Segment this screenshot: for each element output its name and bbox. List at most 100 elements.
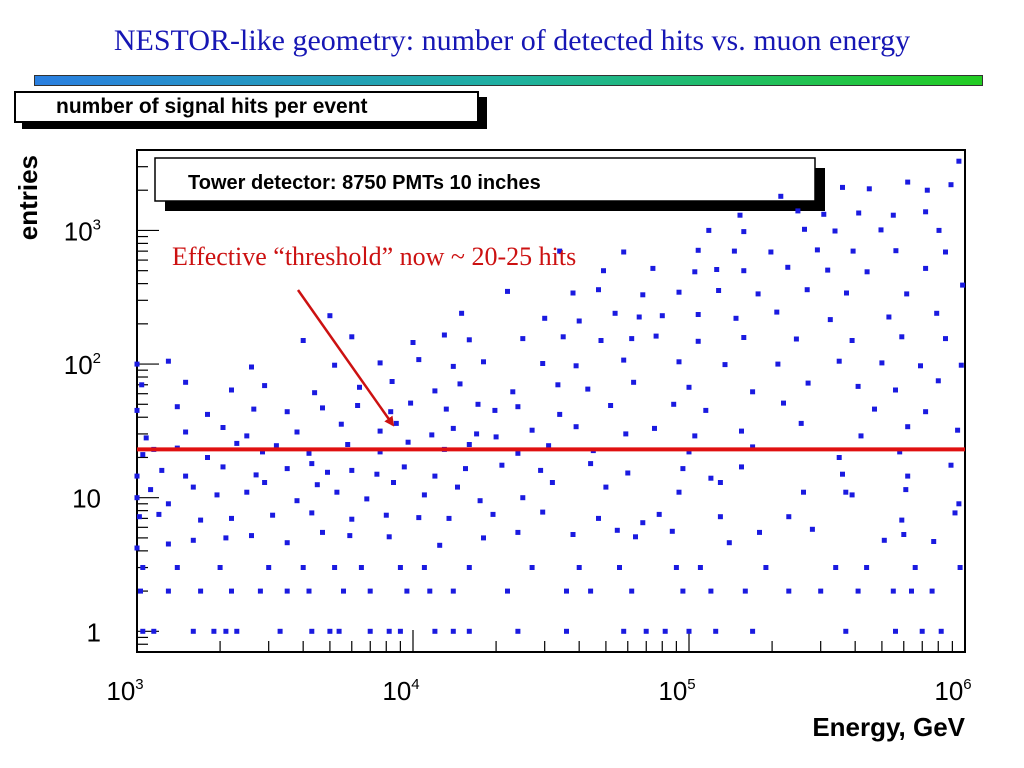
data-point xyxy=(923,265,929,271)
data-point xyxy=(629,336,635,342)
data-point xyxy=(893,387,898,393)
data-point xyxy=(557,248,563,254)
data-point xyxy=(306,588,312,594)
data-point xyxy=(393,420,399,426)
data-point xyxy=(262,383,268,389)
data-point xyxy=(538,467,544,473)
data-point xyxy=(198,588,204,594)
data-point xyxy=(899,517,905,523)
y-tick-label: 1 xyxy=(87,617,101,647)
data-point xyxy=(935,378,941,384)
data-point xyxy=(294,498,300,504)
data-point xyxy=(948,462,954,468)
plot-frame xyxy=(136,149,966,653)
data-point xyxy=(374,471,380,477)
data-point xyxy=(505,588,510,594)
data-point xyxy=(643,628,649,634)
data-point xyxy=(923,409,929,415)
data-point xyxy=(510,389,516,395)
data-point xyxy=(866,186,872,192)
data-point xyxy=(401,464,407,470)
data-point xyxy=(893,248,899,254)
x-tick-label: 105 xyxy=(658,676,695,706)
data-point xyxy=(897,449,903,455)
data-point xyxy=(778,193,784,199)
data-point xyxy=(786,514,792,520)
data-point xyxy=(923,209,929,215)
data-point xyxy=(481,535,486,541)
data-point xyxy=(244,433,250,439)
data-point xyxy=(934,310,940,316)
data-point xyxy=(653,333,659,339)
data-point xyxy=(481,359,486,365)
data-point xyxy=(717,480,723,485)
data-point xyxy=(309,510,315,516)
y-tick-label: 102 xyxy=(64,350,101,380)
data-point xyxy=(714,267,720,272)
data-point xyxy=(355,403,361,408)
data-point xyxy=(421,565,427,570)
y-tick-label: 10 xyxy=(72,484,101,514)
data-point xyxy=(706,227,712,233)
data-point xyxy=(515,450,521,456)
data-point xyxy=(662,628,668,634)
data-point xyxy=(849,338,855,343)
data-point xyxy=(432,388,438,394)
data-point xyxy=(138,588,143,594)
data-point xyxy=(814,247,820,253)
data-point xyxy=(416,515,422,521)
data-point xyxy=(455,484,460,490)
data-point xyxy=(190,484,196,490)
data-point xyxy=(856,210,862,216)
data-point xyxy=(463,466,468,472)
data-point xyxy=(529,565,535,570)
data-point xyxy=(151,628,157,634)
data-point xyxy=(612,310,618,316)
data-point xyxy=(629,588,635,594)
data-point xyxy=(349,516,355,522)
data-point xyxy=(656,511,662,517)
data-point xyxy=(432,628,438,634)
data-point xyxy=(466,628,472,634)
data-point xyxy=(676,489,682,495)
data-point xyxy=(737,212,743,218)
data-point xyxy=(623,431,629,437)
threshold-annotation: Effective “threshold” now ~ 20-25 hits xyxy=(172,242,577,271)
data-point xyxy=(827,317,833,323)
data-point xyxy=(741,268,747,274)
data-point xyxy=(416,357,422,363)
data-point xyxy=(336,628,342,634)
data-point xyxy=(325,469,330,475)
data-point xyxy=(956,158,962,164)
data-point xyxy=(836,455,842,460)
data-point xyxy=(190,628,196,634)
data-point xyxy=(713,628,719,634)
data-point xyxy=(140,565,146,570)
data-point xyxy=(741,335,747,340)
data-point xyxy=(309,461,315,467)
data-point xyxy=(446,515,452,521)
data-point xyxy=(540,509,546,515)
data-point xyxy=(957,565,963,570)
data-point xyxy=(640,292,646,298)
data-point xyxy=(755,291,761,297)
data-point xyxy=(733,315,739,321)
data-point xyxy=(408,400,414,406)
data-point xyxy=(306,450,312,456)
data-point xyxy=(429,432,435,438)
data-point xyxy=(901,532,907,537)
data-point xyxy=(515,628,521,634)
data-point xyxy=(695,338,701,344)
data-point xyxy=(938,628,944,634)
data-point xyxy=(358,565,364,570)
data-point xyxy=(143,435,149,441)
data-point xyxy=(614,527,620,533)
data-point xyxy=(669,528,675,534)
data-point xyxy=(520,495,526,501)
data-point xyxy=(603,484,609,490)
data-point xyxy=(692,433,698,439)
data-point xyxy=(686,384,692,390)
data-point xyxy=(952,510,958,516)
data-point xyxy=(596,287,601,293)
data-point xyxy=(695,247,701,253)
